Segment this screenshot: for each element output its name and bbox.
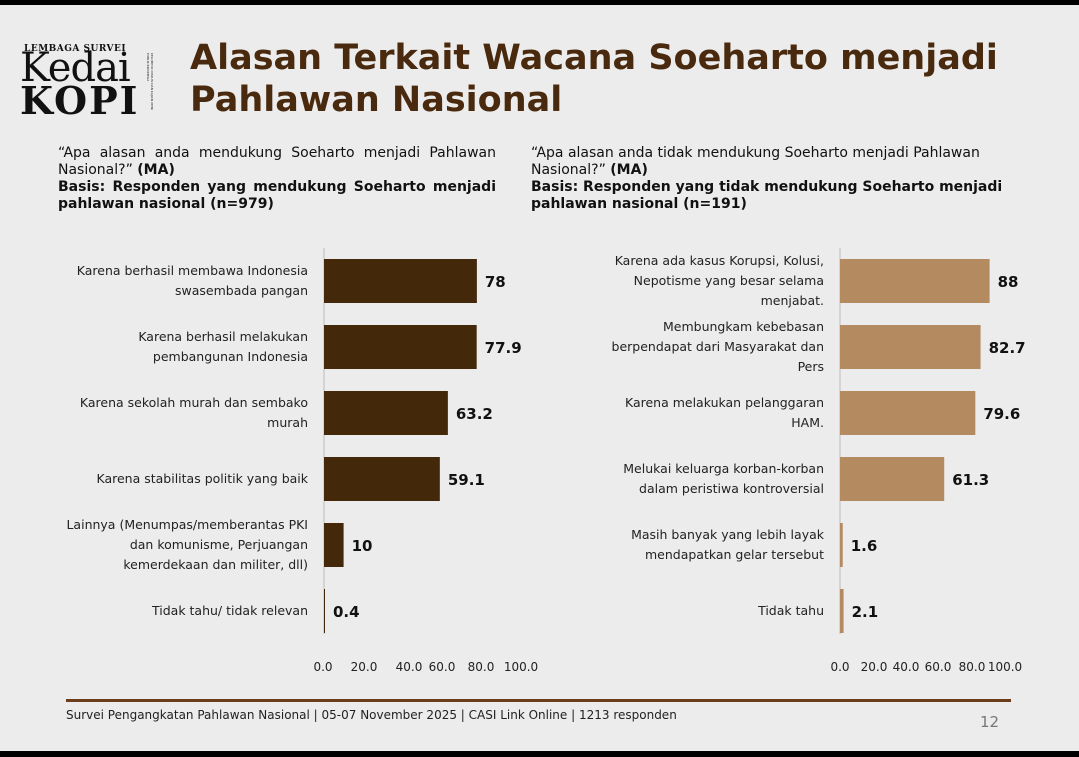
right-bar-1 bbox=[840, 259, 990, 303]
right-category-label-5: Masih banyak yang lebih layak mendapatkan… bbox=[631, 527, 825, 562]
page-title: Alasan Terkait Wacana Soeharto menjadi P… bbox=[190, 38, 998, 120]
left-basis: Basis: Responden yang mendukung Soeharto… bbox=[58, 179, 496, 212]
left-x-tick-label-5: 80.0 bbox=[468, 660, 495, 674]
logo-word-kedai: Kedai bbox=[20, 45, 131, 91]
left-bar-5 bbox=[324, 523, 344, 567]
left-x-tick-label-2: 20.0 bbox=[351, 660, 378, 674]
right-bar-6 bbox=[840, 589, 844, 633]
page-number: 12 bbox=[980, 713, 1000, 731]
right-value-label-4: 61.3 bbox=[952, 471, 989, 489]
left-value-label-1: 78 bbox=[485, 273, 506, 291]
right-value-label-6: 2.1 bbox=[852, 603, 879, 621]
slide: LEMBAGA SURVEI Kedai KOPI KELOMPOK DISKU… bbox=[0, 5, 1079, 751]
right-bar-4 bbox=[840, 457, 945, 501]
right-x-tick-label-5: 80.0 bbox=[959, 660, 986, 674]
left-category-label-5: Lainnya (Menumpas/memberantas PKI dan kom… bbox=[66, 517, 308, 572]
right-value-label-2: 82.7 bbox=[989, 339, 1026, 357]
left-value-label-6: 0.4 bbox=[333, 603, 360, 621]
left-x-tick-label-6: 100.0 bbox=[504, 660, 538, 674]
right-x-tick-label-2: 20.0 bbox=[861, 660, 888, 674]
left-bar-2 bbox=[324, 325, 477, 369]
right-ma-tag: (MA) bbox=[610, 162, 648, 178]
left-bar-4 bbox=[324, 457, 440, 501]
right-category-label-4: Melukai keluarga korban-korban dalam peri… bbox=[623, 461, 824, 496]
logo-word-kopi: KOPI bbox=[20, 78, 140, 123]
kedai-kopi-logo: LEMBAGA SURVEI Kedai KOPI KELOMPOK DISKU… bbox=[20, 43, 160, 125]
left-category-label-1: Karena berhasil membawa Indonesia swasemb… bbox=[77, 263, 308, 298]
left-x-tick-label-4: 60.0 bbox=[429, 660, 456, 674]
logo-top-text: LEMBAGA SURVEI bbox=[24, 44, 127, 54]
left-category-label-2: Karena berhasil melakukan pembangunan Ind… bbox=[138, 329, 308, 364]
right-category-label-6: Tidak tahu bbox=[757, 603, 824, 618]
right-category-label-3: Karena melakukan pelanggaran HAM. bbox=[625, 395, 824, 430]
right-question: “Apa alasan anda tidak mendukung Soehart… bbox=[531, 145, 980, 178]
left-category-label-6: Tidak tahu/ tidak relevan bbox=[151, 603, 308, 618]
right-value-label-5: 1.6 bbox=[851, 537, 878, 555]
right-bar-5 bbox=[840, 523, 843, 567]
right-bar-2 bbox=[840, 325, 981, 369]
footer-text: Survei Pengangkatan Pahlawan Nasional | … bbox=[66, 708, 677, 722]
left-question-block: “Apa alasan anda mendukung Soeharto menj… bbox=[58, 145, 496, 213]
right-bar-3 bbox=[840, 391, 976, 435]
right-category-label-2: Membungkam kebebasan berpendapat dari Mas… bbox=[612, 319, 824, 374]
left-value-label-4: 59.1 bbox=[448, 471, 485, 489]
footer-divider bbox=[66, 699, 1011, 702]
left-value-label-2: 77.9 bbox=[485, 339, 522, 357]
right-value-label-3: 79.6 bbox=[983, 405, 1020, 423]
right-x-tick-label-6: 100.0 bbox=[988, 660, 1022, 674]
right-x-tick-label-3: 40.0 bbox=[893, 660, 920, 674]
right-x-tick-label-4: 60.0 bbox=[925, 660, 952, 674]
left-bar-3 bbox=[324, 391, 448, 435]
left-category-label-4: Karena stabilitas politik yang baik bbox=[96, 471, 308, 486]
right-category-label-1: Karena ada kasus Korupsi, Kolusi, Nepotis… bbox=[615, 253, 824, 308]
right-value-label-1: 88 bbox=[998, 273, 1019, 291]
left-question: “Apa alasan anda mendukung Soeharto menj… bbox=[58, 145, 496, 178]
logo-tagline: KELOMPOK DISKUSI DAN KAJIAN OPINI PUBLIK… bbox=[146, 53, 154, 111]
left-category-label-3: Karena sekolah murah dan sembako murah bbox=[80, 395, 308, 430]
right-basis: Basis: Responden yang tidak mendukung So… bbox=[531, 179, 1003, 212]
left-bar-1 bbox=[324, 259, 477, 303]
left-ma-tag: (MA) bbox=[137, 162, 175, 178]
left-x-tick-label-1: 0.0 bbox=[313, 660, 332, 674]
left-x-tick-label-3: 40.0 bbox=[396, 660, 423, 674]
left-value-label-5: 10 bbox=[352, 537, 373, 555]
left-bar-6 bbox=[324, 589, 325, 633]
right-x-tick-label-1: 0.0 bbox=[830, 660, 849, 674]
right-question-block: “Apa alasan anda tidak mendukung Soehart… bbox=[531, 145, 1031, 213]
left-value-label-3: 63.2 bbox=[456, 405, 493, 423]
